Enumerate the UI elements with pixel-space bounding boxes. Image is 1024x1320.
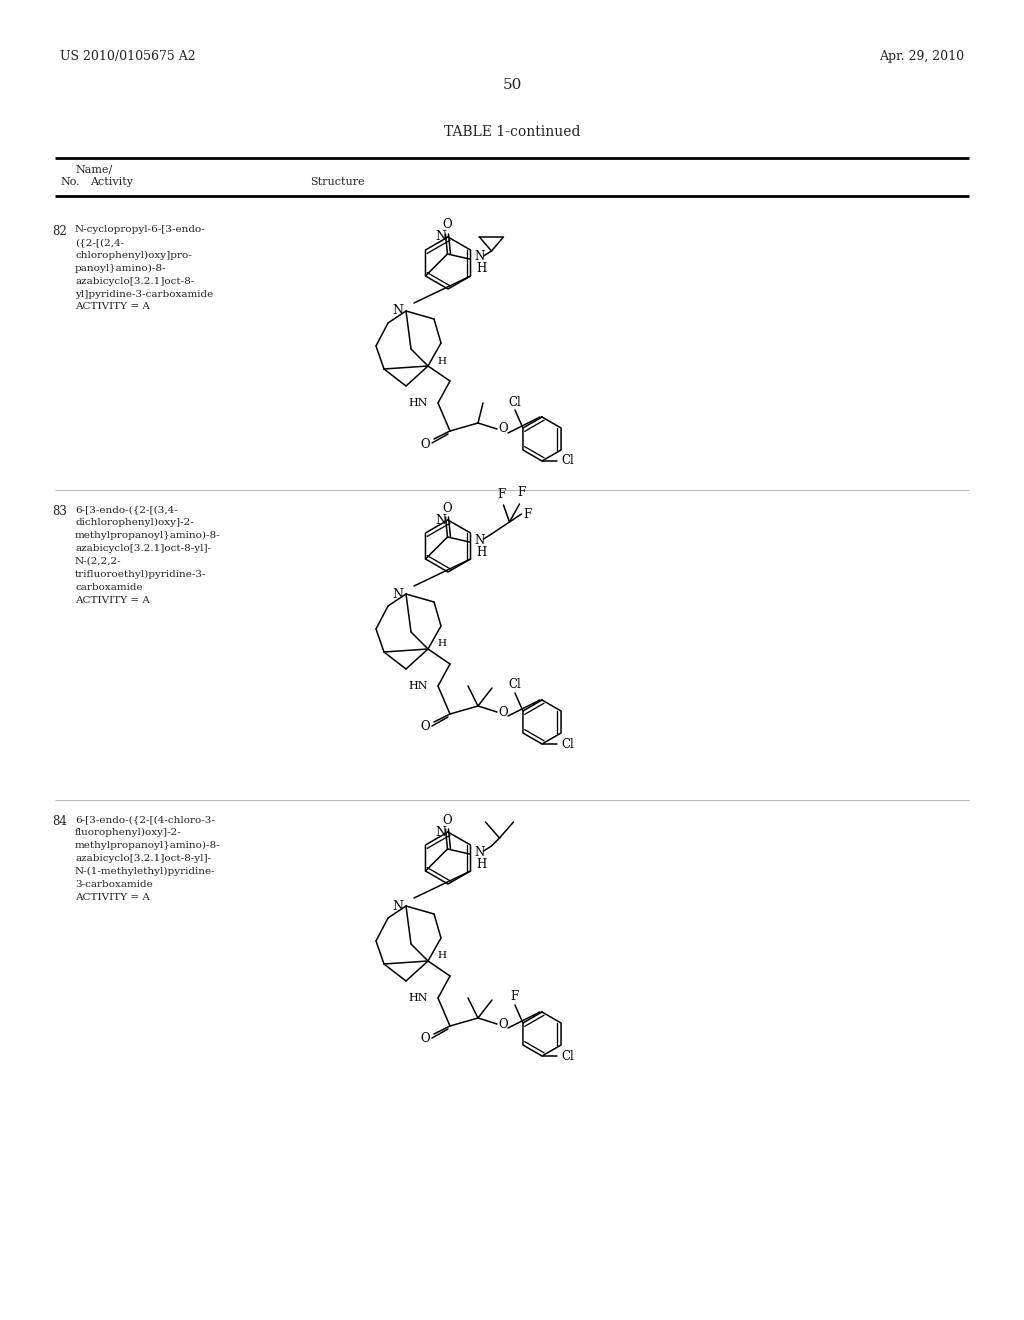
Text: Cl: Cl bbox=[509, 678, 521, 692]
Text: Cl: Cl bbox=[509, 396, 521, 408]
Text: H: H bbox=[437, 952, 446, 961]
Text: Structure: Structure bbox=[310, 177, 365, 187]
Text: Cl: Cl bbox=[561, 738, 574, 751]
Text: O: O bbox=[420, 721, 430, 734]
Text: H: H bbox=[476, 545, 486, 558]
Text: 83: 83 bbox=[52, 506, 67, 517]
Text: F: F bbox=[498, 487, 506, 500]
Text: H: H bbox=[476, 858, 486, 870]
Text: O: O bbox=[420, 437, 430, 450]
Text: H: H bbox=[437, 356, 446, 366]
Text: H: H bbox=[476, 263, 486, 276]
Text: F: F bbox=[511, 990, 519, 1003]
Text: O: O bbox=[499, 422, 508, 436]
Text: O: O bbox=[442, 219, 453, 231]
Text: 50: 50 bbox=[503, 78, 521, 92]
Text: N: N bbox=[392, 587, 403, 601]
Text: N: N bbox=[474, 846, 484, 858]
Text: 84: 84 bbox=[52, 814, 67, 828]
Text: N: N bbox=[435, 825, 446, 838]
Text: N: N bbox=[474, 251, 484, 264]
Text: N: N bbox=[474, 533, 484, 546]
Text: HN: HN bbox=[409, 993, 428, 1003]
Text: Cl: Cl bbox=[561, 454, 574, 467]
Text: Cl: Cl bbox=[561, 1049, 574, 1063]
Text: O: O bbox=[420, 1032, 430, 1045]
Text: O: O bbox=[442, 502, 453, 515]
Text: H: H bbox=[437, 639, 446, 648]
Text: N: N bbox=[435, 231, 446, 243]
Text: US 2010/0105675 A2: US 2010/0105675 A2 bbox=[60, 50, 196, 63]
Text: Apr. 29, 2010: Apr. 29, 2010 bbox=[879, 50, 964, 63]
Text: O: O bbox=[499, 1018, 508, 1031]
Text: HN: HN bbox=[409, 681, 428, 690]
Text: No.: No. bbox=[60, 177, 80, 187]
Text: F: F bbox=[523, 507, 531, 520]
Text: Name/: Name/ bbox=[75, 164, 113, 174]
Text: HN: HN bbox=[409, 399, 428, 408]
Text: 82: 82 bbox=[52, 224, 67, 238]
Text: O: O bbox=[442, 813, 453, 826]
Text: N: N bbox=[392, 305, 403, 318]
Text: TABLE 1-continued: TABLE 1-continued bbox=[443, 125, 581, 139]
Text: Activity: Activity bbox=[90, 177, 133, 187]
Text: 6-[3-endo-({2-[(3,4-
dichlorophenyl)oxy]-2-
methylpropanoyl}amino)-8-
azabicyclo: 6-[3-endo-({2-[(3,4- dichlorophenyl)oxy]… bbox=[75, 506, 220, 605]
Text: 6-[3-endo-({2-[(4-chloro-3-
fluorophenyl)oxy]-2-
methylpropanoyl}amino)-8-
azabi: 6-[3-endo-({2-[(4-chloro-3- fluorophenyl… bbox=[75, 814, 220, 902]
Text: N: N bbox=[435, 513, 446, 527]
Text: O: O bbox=[499, 705, 508, 718]
Text: N-cyclopropyl-6-[3-endo-
({2-[(2,4-
chlorophenyl)oxy]pro-
panoyl}amino)-8-
azabi: N-cyclopropyl-6-[3-endo- ({2-[(2,4- chlo… bbox=[75, 224, 213, 312]
Text: F: F bbox=[517, 486, 525, 499]
Text: N: N bbox=[392, 899, 403, 912]
